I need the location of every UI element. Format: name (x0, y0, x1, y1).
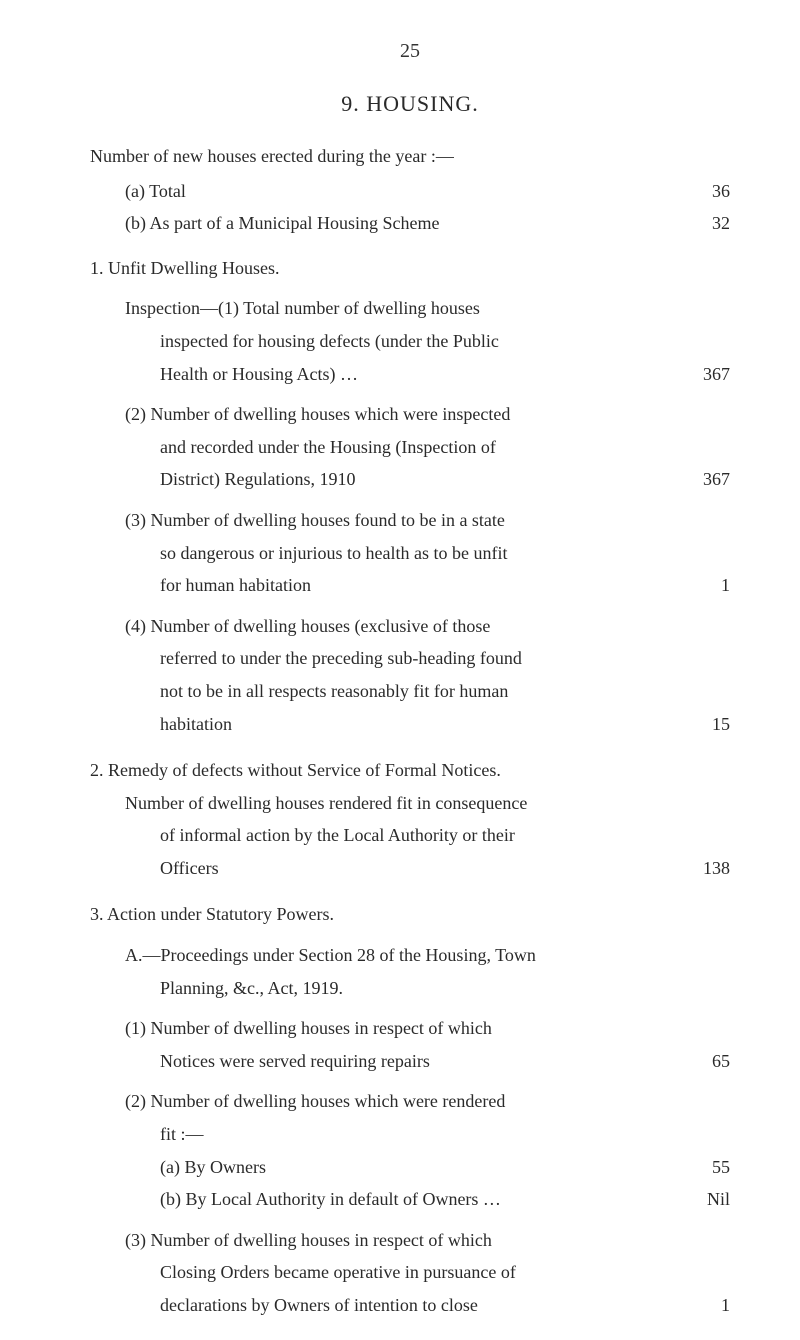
text: (a) By Owners (90, 1152, 680, 1183)
item-1-inspection-l3: Health or Housing Acts) … 367 (90, 359, 730, 390)
sub-a-value: 36 (680, 176, 730, 207)
item-3-p3-l3: declarations by Owners of intention to c… (90, 1290, 730, 1321)
item-3-p2-l1: (2) Number of dwelling houses which were… (90, 1086, 730, 1117)
text: Closing Orders became operative in pursu… (90, 1257, 730, 1288)
item-3-p1-l1: (1) Number of dwelling houses in respect… (90, 1013, 730, 1044)
text: (3) Number of dwelling houses found to b… (90, 505, 730, 536)
item-1-p4-l4: habitation 15 (90, 709, 730, 740)
item-3-p2-a-value: 55 (680, 1152, 730, 1183)
text: (3) Number of dwelling houses in respect… (90, 1225, 730, 1256)
item-2-l3: of informal action by the Local Authorit… (90, 820, 730, 851)
item-2-l4: Officers 138 (90, 853, 730, 884)
item-1-p4-value: 15 (680, 709, 730, 740)
item-1-inspection-value: 367 (680, 359, 730, 390)
item-3-p3-value: 1 (680, 1290, 730, 1321)
item-1-p4-l2: referred to under the preceding sub-head… (90, 643, 730, 674)
sub-b-value: 32 (680, 208, 730, 239)
text: (4) Number of dwelling houses (exclusive… (90, 611, 730, 642)
text: 2. Remedy of defects without Service of … (90, 755, 730, 786)
text: (1) Number of dwelling houses in respect… (90, 1013, 730, 1044)
text: habitation (90, 709, 680, 740)
text: Number of dwelling houses rendered fit i… (90, 788, 730, 819)
text: declarations by Owners of intention to c… (90, 1290, 680, 1321)
text: so dangerous or injurious to health as t… (90, 538, 730, 569)
text: Planning, &c., Act, 1919. (90, 973, 730, 1004)
text: Notices were served requiring repairs (90, 1046, 680, 1077)
item-1-p2-l1: (2) Number of dwelling houses which were… (90, 399, 730, 430)
page-number: 25 (90, 40, 730, 63)
item-1-p4-l3: not to be in all respects reasonably fit… (90, 676, 730, 707)
text: A.—Proceedings under Section 28 of the H… (90, 940, 730, 971)
text: Officers (90, 853, 680, 884)
item-3-p3-l2: Closing Orders became operative in pursu… (90, 1257, 730, 1288)
text: District) Regulations, 1910 (90, 464, 680, 495)
text: of informal action by the Local Authorit… (90, 820, 730, 851)
item-1-inspection-l2: inspected for housing defects (under the… (90, 326, 730, 357)
item-2-l1: 2. Remedy of defects without Service of … (90, 755, 730, 786)
item-1-inspection-l1: Inspection—(1) Total number of dwelling … (90, 293, 730, 324)
item-1-p3-l3: for human habitation 1 (90, 570, 730, 601)
sub-b-label: (b) As part of a Municipal Housing Schem… (125, 208, 680, 239)
text: fit :— (90, 1119, 730, 1150)
text: inspected for housing defects (under the… (90, 326, 730, 357)
item-2-value: 138 (680, 853, 730, 884)
text: referred to under the preceding sub-head… (90, 643, 730, 674)
item-3-p2-b: (b) By Local Authority in default of Own… (90, 1184, 730, 1215)
text: 3. Action under Statutory Powers. (90, 899, 730, 930)
item-1-p4-l1: (4) Number of dwelling houses (exclusive… (90, 611, 730, 642)
item-1-p3-l1: (3) Number of dwelling houses found to b… (90, 505, 730, 536)
text: Health or Housing Acts) … (90, 359, 680, 390)
text: Inspection—(1) Total number of dwelling … (90, 293, 730, 324)
text: not to be in all respects reasonably fit… (90, 676, 730, 707)
text: (b) By Local Authority in default of Own… (90, 1184, 680, 1215)
sub-a-label: (a) Total (125, 176, 680, 207)
text: (2) Number of dwelling houses which were… (90, 1086, 730, 1117)
item-1-p2-l2: and recorded under the Housing (Inspecti… (90, 432, 730, 463)
item-1-p3-value: 1 (680, 570, 730, 601)
item-1-p3-l2: so dangerous or injurious to health as t… (90, 538, 730, 569)
item-3-l1: 3. Action under Statutory Powers. (90, 899, 730, 930)
item-2-l2: Number of dwelling houses rendered fit i… (90, 788, 730, 819)
item-1-p2-l3: District) Regulations, 1910 367 (90, 464, 730, 495)
section-heading: 9. HOUSING. (90, 91, 730, 117)
item-3-p1-l2: Notices were served requiring repairs 65 (90, 1046, 730, 1077)
item-3-p2-b-value: Nil (680, 1184, 730, 1215)
sub-a-row: (a) Total 36 (90, 176, 730, 207)
text: (2) Number of dwelling houses which were… (90, 399, 730, 430)
item-3-p1-value: 65 (680, 1046, 730, 1077)
text: and recorded under the Housing (Inspecti… (90, 432, 730, 463)
item-1-p2-value: 367 (680, 464, 730, 495)
text: for human habitation (90, 570, 680, 601)
item-3-p2-l2: fit :— (90, 1119, 730, 1150)
item-3-p2-a: (a) By Owners 55 (90, 1152, 730, 1183)
item-3-A-l2: Planning, &c., Act, 1919. (90, 973, 730, 1004)
item-3-p3-l1: (3) Number of dwelling houses in respect… (90, 1225, 730, 1256)
intro-line: Number of new houses erected during the … (90, 141, 730, 172)
item-1-title: 1. Unfit Dwelling Houses. (90, 253, 730, 284)
sub-b-row: (b) As part of a Municipal Housing Schem… (90, 208, 730, 239)
item-3-A-l1: A.—Proceedings under Section 28 of the H… (90, 940, 730, 971)
